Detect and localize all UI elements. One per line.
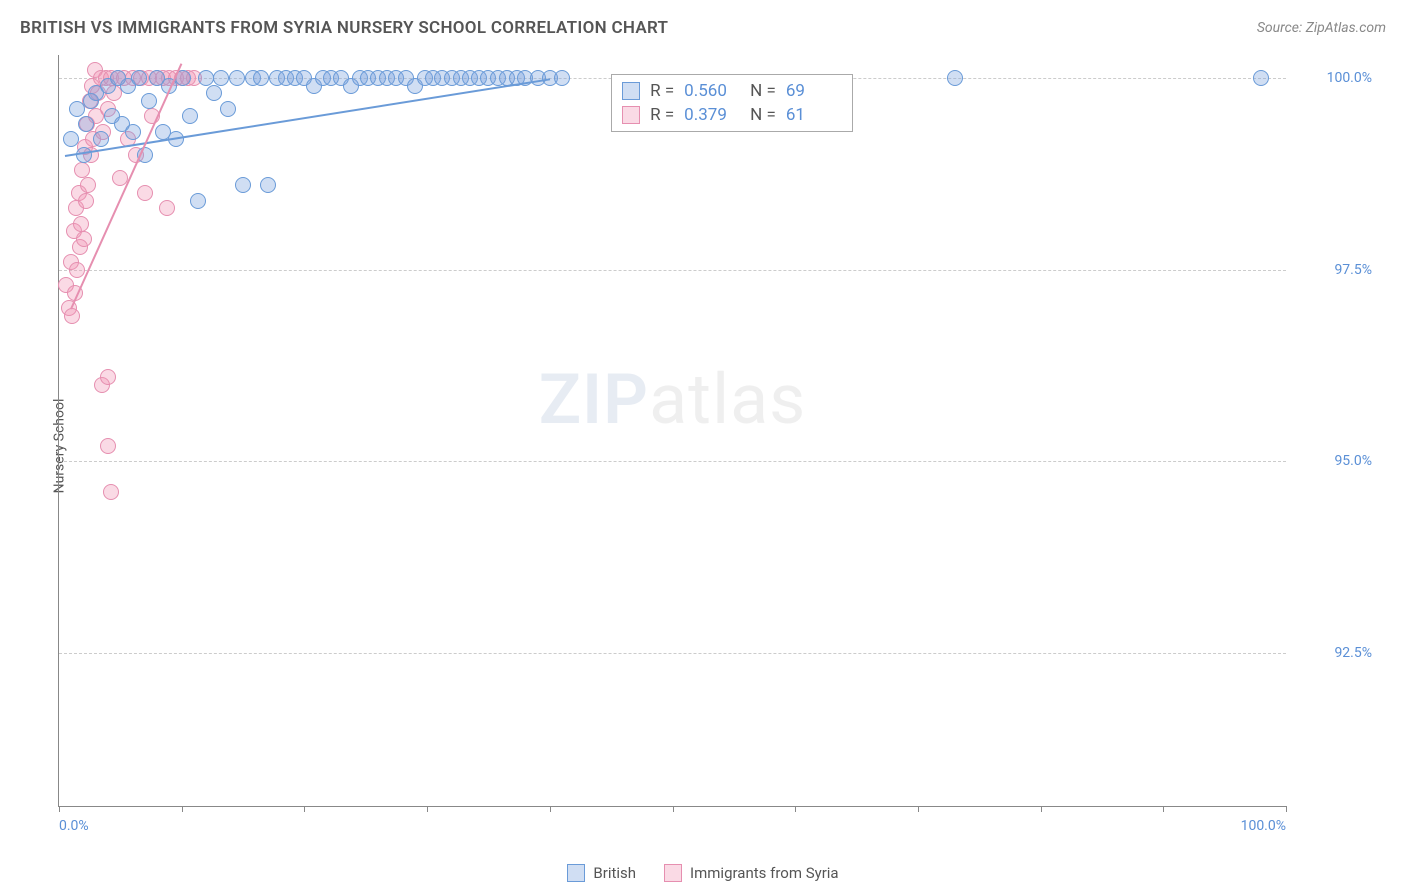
x-end-label: 100.0%	[1241, 818, 1286, 834]
point-british	[182, 108, 198, 124]
point-british	[229, 70, 245, 86]
point-british	[220, 101, 236, 117]
x-tick-mark	[550, 806, 551, 812]
x-tick-mark	[304, 806, 305, 812]
chart-title: BRITISH VS IMMIGRANTS FROM SYRIA NURSERY…	[20, 18, 668, 38]
point-british	[131, 70, 147, 86]
stat-n-label: N =	[750, 105, 776, 125]
point-syria	[80, 177, 96, 193]
chart-area: Nursery School ZIPatlas 100.0%97.5%95.0%…	[20, 55, 1376, 837]
stat-r-label: R =	[650, 81, 674, 101]
point-british	[235, 177, 251, 193]
x-tick-mark	[1041, 806, 1042, 812]
x-tick-mark	[673, 806, 674, 812]
stat-n-value: 69	[786, 81, 842, 101]
legend-swatch-syria	[664, 864, 682, 882]
point-british	[260, 177, 276, 193]
legend-item-syria: Immigrants from Syria	[664, 864, 839, 882]
point-british	[141, 93, 157, 109]
x-tick-mark	[795, 806, 796, 812]
y-tick-label: 95.0%	[1292, 453, 1372, 469]
x-tick-mark	[1163, 806, 1164, 812]
point-british	[198, 70, 214, 86]
point-british	[1253, 70, 1269, 86]
point-british	[213, 70, 229, 86]
point-syria	[69, 262, 85, 278]
legend-label-syria: Immigrants from Syria	[690, 864, 839, 882]
stats-row-syria: R = 0.379 N = 61	[622, 103, 842, 127]
point-syria	[100, 369, 116, 385]
point-british	[253, 70, 269, 86]
watermark-part1: ZIP	[539, 359, 649, 441]
point-british	[78, 116, 94, 132]
point-syria	[103, 484, 119, 500]
point-syria	[64, 308, 80, 324]
point-syria	[73, 216, 89, 232]
point-british	[206, 85, 222, 101]
point-syria	[159, 200, 175, 216]
point-british	[190, 193, 206, 209]
y-tick-label: 97.5%	[1292, 262, 1372, 278]
stat-n-label: N =	[750, 81, 776, 101]
point-syria	[74, 162, 90, 178]
point-british	[554, 70, 570, 86]
point-syria	[137, 185, 153, 201]
y-tick-label: 100.0%	[1292, 70, 1372, 86]
y-tick-label: 92.5%	[1292, 645, 1372, 661]
point-british	[63, 131, 79, 147]
legend: British Immigrants from Syria	[0, 864, 1406, 882]
x-tick-mark	[182, 806, 183, 812]
watermark-part2: atlas	[649, 359, 806, 441]
point-syria	[100, 438, 116, 454]
stat-r-value: 0.379	[684, 105, 740, 125]
watermark: ZIPatlas	[539, 359, 807, 441]
gridline-y	[59, 270, 1286, 271]
plot-area: ZIPatlas 100.0%97.5%95.0%92.5%0.0%100.0%…	[58, 55, 1286, 807]
legend-label-british: British	[593, 864, 636, 882]
stat-r-value: 0.560	[684, 81, 740, 101]
stat-n-value: 61	[786, 105, 842, 125]
stats-box: R = 0.560 N = 69 R = 0.379 N = 61	[611, 74, 853, 132]
x-tick-mark	[59, 806, 60, 812]
x-tick-mark	[1286, 806, 1287, 812]
stats-swatch	[622, 106, 640, 124]
point-british	[93, 131, 109, 147]
gridline-y	[59, 461, 1286, 462]
point-syria	[76, 231, 92, 247]
chart-header: BRITISH VS IMMIGRANTS FROM SYRIA NURSERY…	[0, 0, 1406, 48]
point-british	[947, 70, 963, 86]
stats-row-british: R = 0.560 N = 69	[622, 79, 842, 103]
legend-item-british: British	[567, 864, 636, 882]
stats-swatch	[622, 82, 640, 100]
legend-swatch-british	[567, 864, 585, 882]
x-tick-mark	[427, 806, 428, 812]
stat-r-label: R =	[650, 105, 674, 125]
chart-source: Source: ZipAtlas.com	[1257, 20, 1386, 36]
gridline-y	[59, 653, 1286, 654]
point-syria	[78, 193, 94, 209]
point-british	[125, 124, 141, 140]
x-start-label: 0.0%	[59, 818, 89, 834]
x-tick-mark	[918, 806, 919, 812]
